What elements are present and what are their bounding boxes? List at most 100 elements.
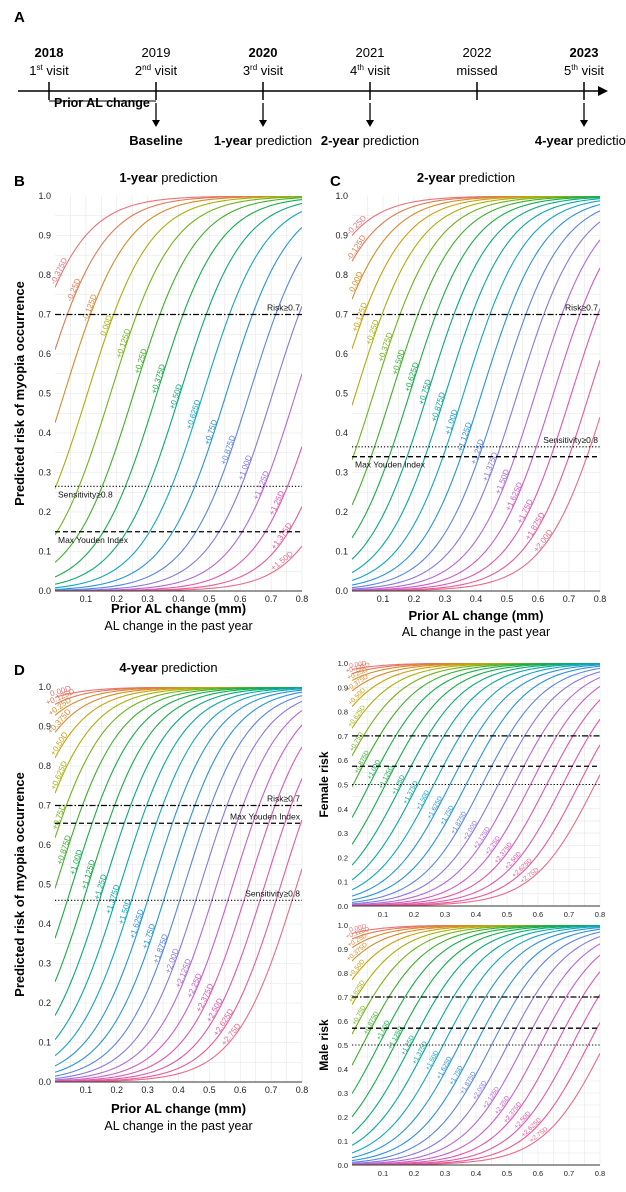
y-tick-label: 0.8 — [38, 761, 51, 771]
curve-label: +0.75D — [417, 378, 433, 406]
visit-ordinal-suffix: th — [357, 63, 364, 72]
down-arrow-head — [152, 120, 160, 127]
series-line-10 — [55, 687, 302, 1016]
event-visit: 5th visit — [564, 63, 604, 78]
curve-label: +1.375D — [402, 780, 420, 805]
y-tick-label: 0.2 — [335, 507, 348, 517]
series-line-14 — [352, 665, 600, 901]
y-tick-label: 0.3 — [338, 1089, 348, 1098]
x-tick-label: 0.1 — [378, 910, 388, 919]
y-tick-label: 0.2 — [38, 998, 51, 1008]
event-below-label: 4-year prediction — [535, 133, 626, 148]
series-line-15 — [352, 667, 600, 903]
threshold-label: Max Youden Index — [58, 535, 129, 545]
x-tick-label: 0.8 — [296, 594, 309, 604]
series-line-14 — [55, 691, 302, 1073]
y-tick-label: 0.8 — [338, 708, 348, 717]
series-line-8 — [55, 687, 302, 939]
curve-label: +1.25D — [92, 873, 108, 901]
curve-label: +1.25D — [267, 489, 286, 517]
curve-label: +0.625D — [185, 398, 203, 430]
x-tick-label: 0.2 — [110, 594, 123, 604]
curve-label: +0.875D — [429, 391, 447, 423]
y-tick-label: 0.5 — [338, 781, 348, 790]
curve-label: +0.625D — [49, 759, 70, 791]
series-line-9 — [55, 226, 302, 591]
series-line-6 — [55, 199, 302, 578]
y-tick-label: 0.3 — [338, 829, 348, 838]
x-tick-label: 0.5 — [502, 910, 512, 919]
chart-title: 2-year prediction — [417, 170, 515, 185]
visit-number: 5 — [564, 63, 571, 78]
y-tick-label: 0.4 — [335, 428, 348, 438]
chart-B: -0.375D-0.25D-0.125D0.00D+0.125D+0.25D+0… — [12, 170, 308, 633]
x-tick-label: 0.8 — [594, 594, 607, 604]
visit-number: 1 — [29, 63, 36, 78]
series-line-17 — [352, 676, 600, 906]
y-tick-label: 0.7 — [338, 732, 348, 741]
series-line-9 — [352, 925, 600, 1118]
y-tick-label: 0.3 — [38, 468, 51, 478]
series-line-10 — [352, 925, 600, 1135]
panel-label: B — [14, 173, 25, 190]
chart-title-normal: prediction — [158, 170, 218, 185]
x-tick-label: 0.7 — [265, 594, 278, 604]
x-tick-label: 0.5 — [501, 594, 514, 604]
series-line-5 — [352, 196, 600, 461]
series-line-17 — [55, 710, 302, 1081]
y-tick-label: 0.4 — [338, 1065, 348, 1074]
y-tick-label: 0.5 — [38, 880, 51, 890]
y-tick-label: 0.5 — [338, 1041, 348, 1050]
event-visit-label: missed — [456, 63, 497, 78]
curve-label: +1.125D — [378, 765, 396, 790]
curve-label: +1.50D — [424, 1049, 440, 1071]
y-tick-label: 0.3 — [335, 468, 348, 478]
chart-title: 1-year prediction — [119, 170, 217, 185]
x-axis-label: Prior AL change (mm) — [408, 608, 543, 623]
curve-label: +0.75D — [203, 418, 220, 446]
series-line-13 — [352, 221, 600, 590]
series-line-12 — [352, 210, 600, 589]
curve-label: +1.50D — [493, 468, 511, 496]
y-tick-label: 0.7 — [38, 310, 51, 320]
curve-label: +1.00D — [236, 454, 254, 482]
threshold-label: Max Youden Index — [355, 460, 426, 470]
curve-label: +1.125D — [387, 1025, 405, 1050]
y-axis-label: Predicted risk of myopia occurrence — [12, 281, 27, 506]
event-below-bold: Baseline — [129, 133, 182, 148]
curve-label: +1.25D — [469, 438, 486, 466]
x-tick-label: 0.1 — [378, 1169, 388, 1178]
series-line-15 — [352, 931, 600, 1163]
series-line-8 — [352, 196, 600, 560]
threshold-label: Sensitivity≥0.8 — [58, 489, 113, 499]
event-below-bold: 4-year — [535, 133, 573, 148]
y-tick-label: 0.1 — [38, 547, 51, 557]
y-tick-label: 0.4 — [38, 428, 51, 438]
curve-label: +1.125D — [79, 858, 97, 890]
x-tick-label: 0.4 — [172, 1085, 185, 1095]
y-tick-label: 0.8 — [38, 270, 51, 280]
y-tick-label: 1.0 — [338, 921, 348, 930]
x-axis-sublabel: AL change in the past year — [104, 1119, 252, 1133]
y-tick-label: 1.0 — [338, 659, 348, 668]
chart-title-bold: 2-year — [417, 170, 455, 185]
x-tick-label: 0.8 — [296, 1085, 309, 1095]
y-tick-label: 0.3 — [38, 959, 51, 969]
event-visit: 4th visit — [350, 63, 390, 78]
series-line-10 — [55, 256, 302, 591]
panel-label-a: A — [14, 9, 25, 26]
y-tick-label: 0.6 — [338, 756, 348, 765]
y-axis-label: Predicted risk of myopia occurrence — [12, 772, 27, 997]
curve-label: +0.625D — [347, 979, 366, 1004]
y-tick-label: 0.6 — [338, 1017, 348, 1026]
x-axis-sublabel: AL change in the past year — [402, 625, 550, 639]
curve-label: +0.50D — [390, 348, 407, 376]
curve-label: +1.50D — [116, 898, 133, 926]
curve-label: +1.75D — [439, 804, 455, 826]
series-line-2 — [55, 196, 302, 424]
event-year: 2019 — [142, 45, 171, 60]
x-tick-label: 0.1 — [80, 594, 93, 604]
curve-label: +0.75D — [351, 1004, 367, 1026]
x-tick-label: 0.6 — [234, 594, 247, 604]
